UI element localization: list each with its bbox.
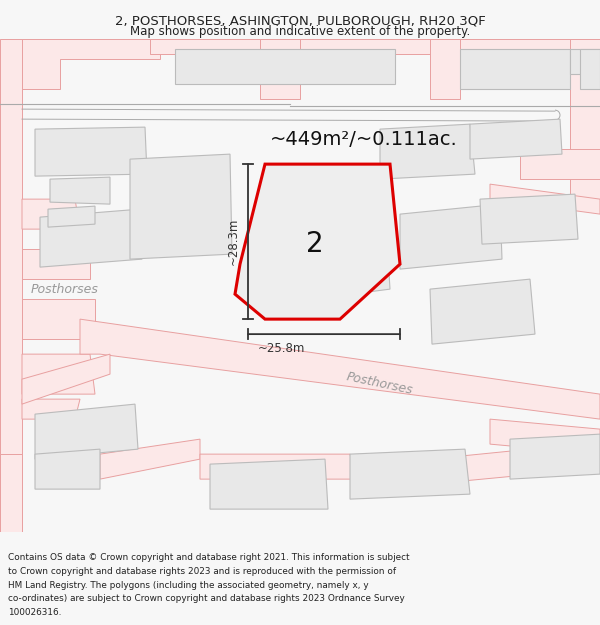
Polygon shape: [35, 404, 138, 459]
Polygon shape: [0, 454, 22, 534]
Polygon shape: [350, 449, 470, 499]
Polygon shape: [22, 354, 95, 394]
Polygon shape: [175, 49, 395, 84]
Polygon shape: [430, 39, 460, 99]
Polygon shape: [100, 439, 200, 479]
Text: Map shows position and indicative extent of the property.: Map shows position and indicative extent…: [130, 25, 470, 38]
Text: ~25.8m: ~25.8m: [258, 342, 305, 355]
Polygon shape: [50, 177, 110, 204]
Polygon shape: [298, 209, 390, 301]
Polygon shape: [22, 199, 80, 229]
Polygon shape: [35, 127, 147, 176]
Polygon shape: [570, 49, 600, 74]
Polygon shape: [520, 149, 600, 179]
Text: HM Land Registry. The polygons (including the associated geometry, namely x, y: HM Land Registry. The polygons (includin…: [8, 581, 368, 589]
Polygon shape: [430, 279, 535, 344]
Text: to Crown copyright and database rights 2023 and is reproduced with the permissio: to Crown copyright and database rights 2…: [8, 567, 396, 576]
Polygon shape: [260, 39, 300, 99]
Polygon shape: [150, 39, 600, 54]
Polygon shape: [510, 434, 600, 479]
Polygon shape: [490, 419, 600, 454]
Polygon shape: [460, 49, 570, 89]
Text: 100026316.: 100026316.: [8, 608, 61, 617]
Polygon shape: [210, 459, 328, 509]
Polygon shape: [40, 209, 142, 267]
Polygon shape: [580, 49, 600, 89]
Polygon shape: [570, 39, 600, 199]
Polygon shape: [22, 299, 95, 339]
Polygon shape: [430, 449, 535, 484]
Polygon shape: [380, 124, 475, 179]
Polygon shape: [490, 184, 600, 214]
Polygon shape: [470, 119, 562, 159]
Polygon shape: [35, 449, 100, 489]
Polygon shape: [400, 204, 502, 269]
Polygon shape: [22, 249, 90, 279]
Polygon shape: [22, 354, 110, 404]
Text: Posthorses: Posthorses: [31, 282, 99, 296]
Text: ~449m²/~0.111ac.: ~449m²/~0.111ac.: [270, 129, 458, 149]
Text: 2: 2: [306, 230, 324, 258]
Polygon shape: [22, 399, 80, 419]
Polygon shape: [80, 319, 600, 419]
Text: Contains OS data © Crown copyright and database right 2021. This information is : Contains OS data © Crown copyright and d…: [8, 553, 409, 562]
Polygon shape: [200, 454, 355, 479]
Polygon shape: [130, 154, 232, 259]
Polygon shape: [22, 39, 160, 89]
Polygon shape: [48, 206, 95, 227]
Text: Posthorses: Posthorses: [346, 371, 415, 398]
Text: ~28.3m: ~28.3m: [227, 218, 240, 265]
Polygon shape: [480, 194, 578, 244]
Polygon shape: [235, 164, 400, 319]
Text: 2, POSTHORSES, ASHINGTON, PULBOROUGH, RH20 3QF: 2, POSTHORSES, ASHINGTON, PULBOROUGH, RH…: [115, 14, 485, 27]
Polygon shape: [0, 39, 22, 532]
Text: co-ordinates) are subject to Crown copyright and database rights 2023 Ordnance S: co-ordinates) are subject to Crown copyr…: [8, 594, 404, 603]
